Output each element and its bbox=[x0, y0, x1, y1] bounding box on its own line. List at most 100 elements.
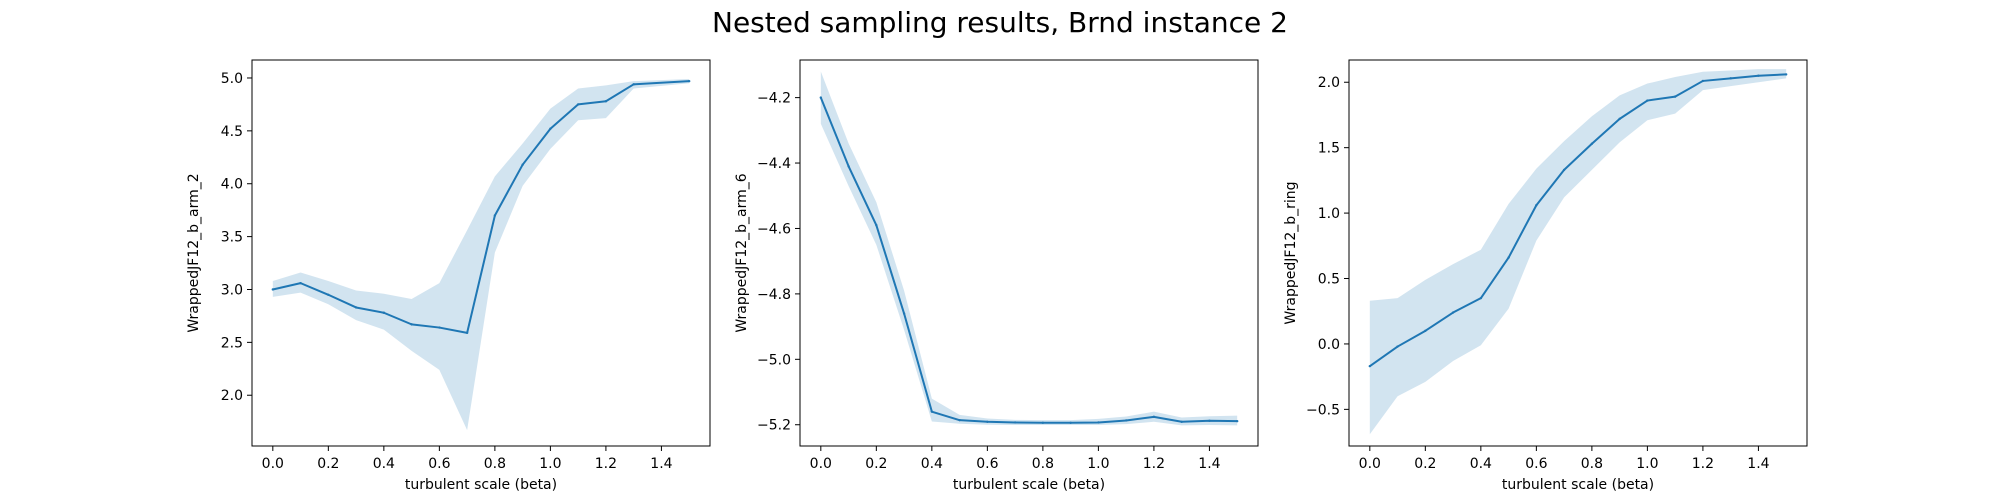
y-tick-label: 1.0 bbox=[1318, 206, 1340, 222]
y-tick-label: 4.0 bbox=[221, 177, 243, 193]
x-tick-label: 1.2 bbox=[1692, 456, 1714, 472]
axes-frame bbox=[251, 59, 711, 447]
x-axis-label: turbulent scale (beta) bbox=[953, 477, 1105, 493]
data-point bbox=[1152, 415, 1156, 419]
data-point bbox=[465, 331, 469, 335]
data-point bbox=[549, 127, 552, 130]
data-point bbox=[819, 96, 823, 99]
data-point bbox=[354, 306, 358, 309]
data-point bbox=[1562, 168, 1566, 172]
x-tick-label: 0.6 bbox=[976, 456, 998, 472]
y-tick-label: −4.8 bbox=[757, 287, 791, 303]
data-point bbox=[1124, 419, 1128, 422]
axes-frame bbox=[1348, 59, 1808, 447]
data-point bbox=[986, 420, 989, 423]
data-point bbox=[327, 293, 330, 296]
confidence-band bbox=[1369, 69, 1787, 435]
y-tick-label: −5.2 bbox=[757, 418, 791, 434]
data-point bbox=[1424, 329, 1427, 333]
data-point bbox=[687, 79, 691, 83]
y-tick-label: 3.0 bbox=[221, 282, 243, 298]
data-point bbox=[1041, 421, 1045, 424]
data-point bbox=[493, 214, 497, 217]
y-axis-label: WrappedJF12_b_arm_2 bbox=[186, 173, 202, 332]
y-tick-label: 1.5 bbox=[1318, 141, 1340, 157]
data-point bbox=[1507, 256, 1510, 259]
data-point bbox=[1646, 99, 1649, 102]
data-point bbox=[1479, 296, 1483, 300]
x-tick-label: 0.4 bbox=[1470, 456, 1492, 472]
data-point bbox=[1590, 142, 1594, 145]
data-point bbox=[1535, 204, 1538, 207]
y-tick-label: 2.0 bbox=[1318, 75, 1340, 91]
subplot-b-ring: 0.0 0.2 0.4 0.6 0.8 1.0 1.2 1.4 −0.5 0.0 0.5 1.0 1.5… bbox=[1283, 59, 1808, 493]
x-tick-label: 0.4 bbox=[373, 456, 395, 472]
x-tick-label: 1.0 bbox=[539, 456, 561, 472]
data-point bbox=[1757, 74, 1760, 77]
y-tick-label: −4.6 bbox=[757, 221, 791, 237]
data-point bbox=[1673, 95, 1677, 98]
x-tick-label: 1.2 bbox=[595, 456, 617, 472]
data-point bbox=[1097, 421, 1100, 424]
x-tick-label: 0.2 bbox=[1414, 456, 1436, 472]
x-axis-label: turbulent scale (beta) bbox=[1502, 477, 1654, 493]
x-tick-label: 0.2 bbox=[317, 456, 339, 472]
y-tick-label: 0.0 bbox=[1318, 337, 1340, 353]
data-point bbox=[847, 165, 850, 168]
x-tick-label: 0.0 bbox=[262, 456, 284, 472]
y-tick-label: 0.5 bbox=[1318, 272, 1340, 288]
y-tick-label: 5.0 bbox=[221, 71, 243, 87]
data-point bbox=[1784, 73, 1788, 76]
data-point bbox=[271, 288, 275, 291]
axes-frame bbox=[799, 59, 1259, 447]
x-tick-label: 1.0 bbox=[1636, 456, 1658, 472]
data-point bbox=[382, 311, 386, 314]
y-axis-label: WrappedJF12_b_ring bbox=[1283, 181, 1299, 324]
figure-title: Nested sampling results, Brnd instance 2 bbox=[712, 6, 1288, 39]
x-axis-label: turbulent scale (beta) bbox=[405, 477, 557, 493]
data-point bbox=[1451, 311, 1455, 314]
x-tick-label: 0.6 bbox=[428, 456, 450, 472]
data-point bbox=[299, 281, 302, 285]
x-tick-label: 1.4 bbox=[650, 456, 672, 472]
data-point bbox=[632, 83, 635, 86]
y-tick-label: −5.0 bbox=[757, 352, 791, 368]
data-point bbox=[1729, 77, 1732, 80]
y-tick-label: 3.5 bbox=[221, 230, 243, 246]
series-line bbox=[819, 97, 1238, 424]
data-point bbox=[958, 418, 961, 422]
y-tick-label: −0.5 bbox=[1306, 402, 1340, 418]
data-point bbox=[930, 410, 934, 413]
data-point bbox=[438, 326, 441, 329]
x-tick-label: 0.0 bbox=[1359, 456, 1381, 472]
x-tick-label: 1.4 bbox=[1747, 456, 1769, 472]
confidence-band bbox=[272, 79, 690, 431]
data-point bbox=[410, 323, 413, 326]
subplot-b-arm-2: 0.0 0.2 0.4 0.6 0.8 1.0 1.2 1.4 2.0 2.5 3.0 3.5 4.0 4… bbox=[186, 59, 711, 493]
x-tick-label: 0.6 bbox=[1525, 456, 1547, 472]
x-tick-label: 0.4 bbox=[921, 456, 943, 472]
x-tick-label: 1.4 bbox=[1198, 456, 1220, 472]
data-point bbox=[1069, 421, 1072, 424]
data-point bbox=[902, 312, 906, 315]
x-tick-label: 1.0 bbox=[1087, 456, 1109, 472]
data-point bbox=[1180, 420, 1183, 423]
x-tick-label: 0.8 bbox=[1581, 456, 1603, 472]
x-tick-label: 0.0 bbox=[810, 456, 832, 472]
data-point bbox=[576, 103, 580, 106]
data-point bbox=[1368, 364, 1372, 368]
y-tick-label: −4.4 bbox=[757, 156, 791, 172]
data-point bbox=[1013, 421, 1017, 424]
x-tick-label: 0.8 bbox=[1032, 456, 1054, 472]
y-axis-label: WrappedJF12_b_arm_6 bbox=[734, 173, 750, 332]
data-point bbox=[1396, 345, 1399, 348]
y-tick-label: 4.5 bbox=[221, 124, 243, 140]
y-tick-label: 2.5 bbox=[221, 335, 243, 351]
series-line bbox=[1369, 73, 1787, 367]
data-point bbox=[1235, 419, 1239, 423]
y-tick-label: −4.2 bbox=[757, 91, 791, 107]
data-point bbox=[1618, 117, 1621, 121]
subplot-b-arm-6: 0.0 0.2 0.4 0.6 0.8 1.0 1.2 1.4 −5.2 −5.0 −4.8 −4.6… bbox=[734, 59, 1259, 493]
x-tick-label: 0.8 bbox=[484, 456, 506, 472]
